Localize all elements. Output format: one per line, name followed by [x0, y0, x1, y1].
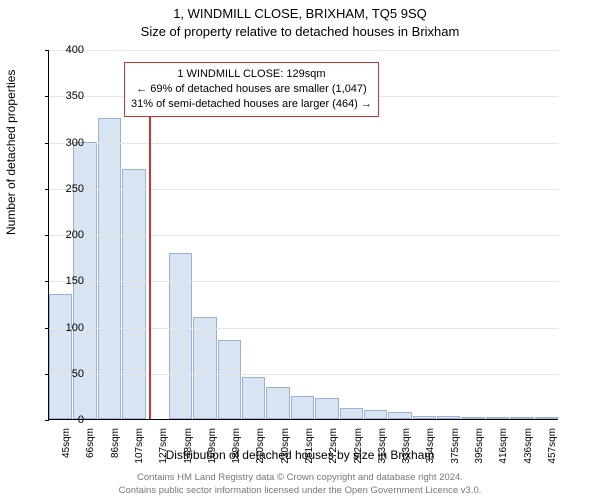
annotation-line2: ← 69% of detached houses are smaller (1,… — [131, 82, 372, 97]
annotation-line1: 1 WINDMILL CLOSE: 129sqm — [131, 67, 372, 82]
gridline — [49, 189, 559, 190]
bar — [340, 408, 363, 419]
annotation-line3: 31% of semi-detached houses are larger (… — [131, 97, 372, 112]
reference-line — [149, 86, 151, 419]
y-tick-label: 150 — [50, 275, 84, 287]
bar — [193, 317, 216, 419]
bar — [242, 377, 265, 419]
y-tick-label: 0 — [50, 414, 84, 426]
bar — [218, 340, 241, 419]
x-axis-label: Distribution of detached houses by size … — [0, 448, 600, 462]
gridline — [49, 143, 559, 144]
y-tick-label: 200 — [50, 229, 84, 241]
gridline — [49, 50, 559, 51]
bar — [510, 417, 533, 419]
bar — [169, 253, 192, 420]
bar — [315, 398, 338, 419]
y-tick-label: 300 — [50, 137, 84, 149]
y-tick-label: 400 — [50, 44, 84, 56]
page-title-line1: 1, WINDMILL CLOSE, BRIXHAM, TQ5 9SQ — [0, 0, 600, 21]
y-axis-label: Number of detached properties — [4, 70, 18, 235]
gridline — [49, 374, 559, 375]
bar — [291, 396, 314, 419]
histogram-chart: 45sqm66sqm86sqm107sqm127sqm148sqm169sqm1… — [48, 50, 558, 420]
credits: Contains HM Land Registry data © Crown c… — [0, 472, 600, 498]
bar — [266, 387, 289, 419]
bar — [122, 169, 145, 419]
bar — [364, 410, 387, 419]
gridline — [49, 281, 559, 282]
y-tick-label: 350 — [50, 90, 84, 102]
bar — [388, 412, 411, 419]
bar — [437, 416, 460, 419]
credits-line1: Contains HM Land Registry data © Crown c… — [0, 472, 600, 485]
gridline — [49, 328, 559, 329]
gridline — [49, 235, 559, 236]
credits-line2: Contains public sector information licen… — [0, 485, 600, 498]
y-tick-label: 100 — [50, 322, 84, 334]
page-title-line2: Size of property relative to detached ho… — [0, 21, 600, 39]
y-tick-label: 250 — [50, 183, 84, 195]
y-tick-label: 50 — [50, 368, 84, 380]
annotation-box: 1 WINDMILL CLOSE: 129sqm ← 69% of detach… — [124, 62, 379, 117]
